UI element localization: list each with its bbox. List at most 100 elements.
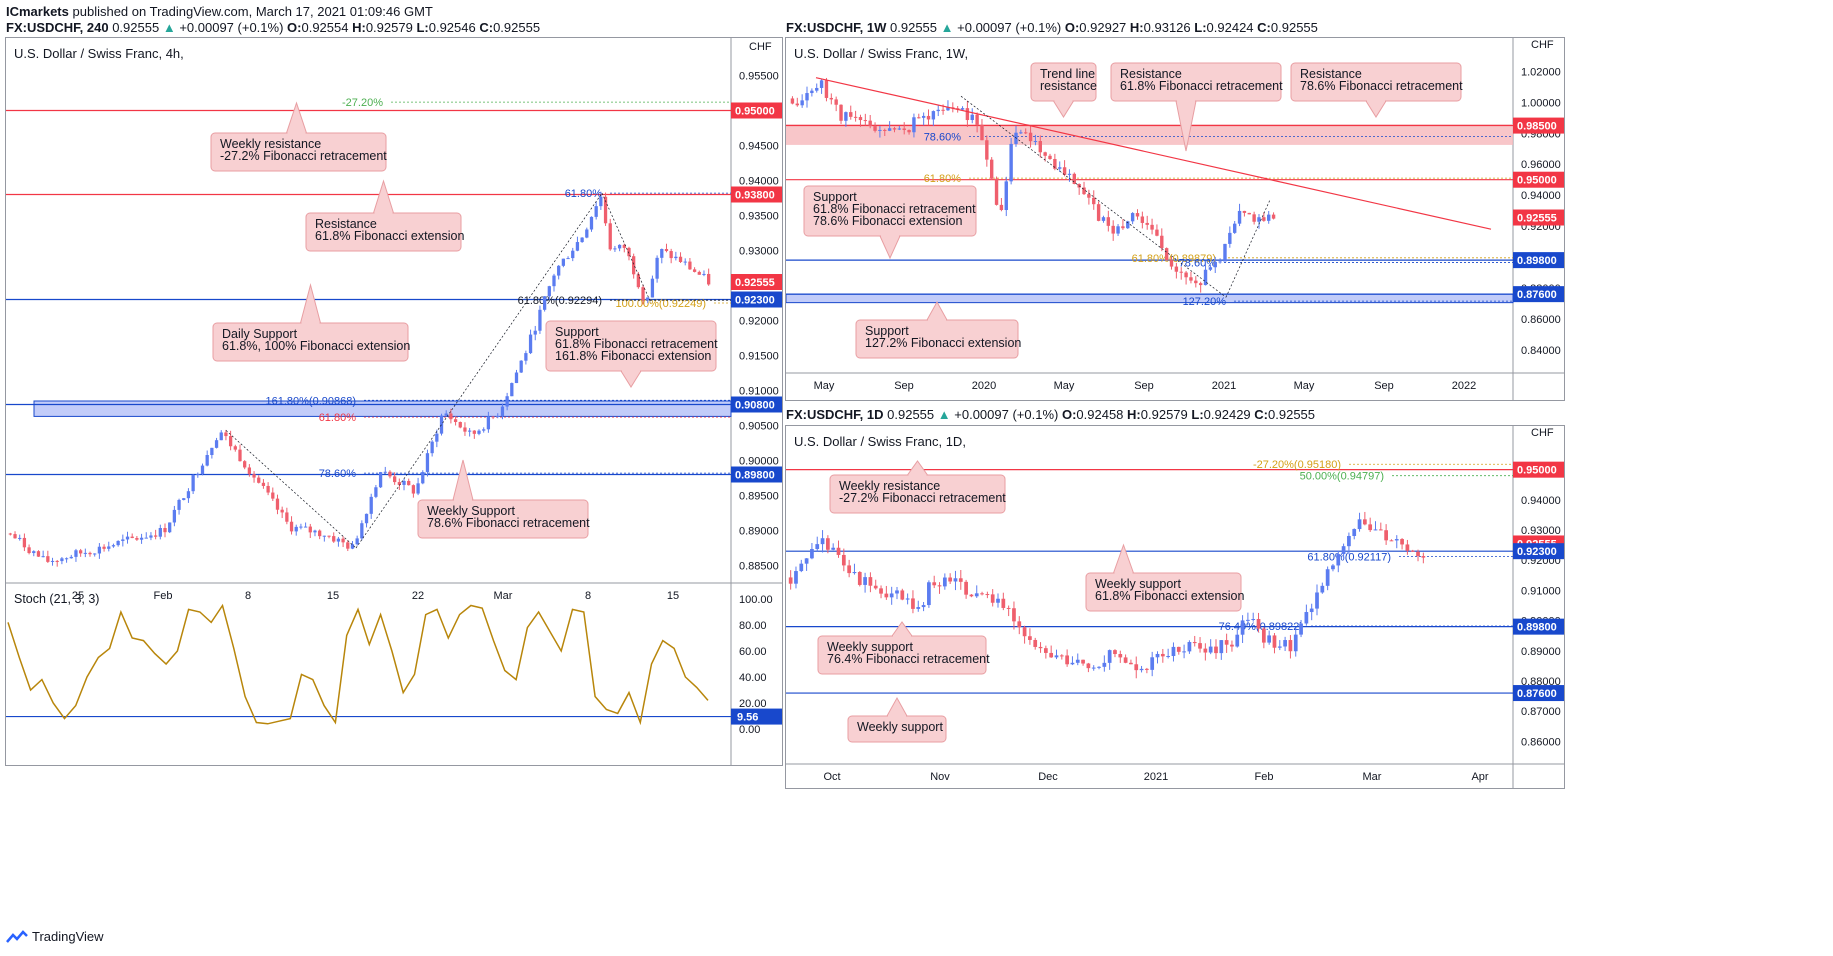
candle-body — [932, 582, 937, 586]
tradingview-logo-icon — [6, 929, 28, 943]
callout-join — [1367, 99, 1385, 102]
brand[interactable]: TradingView — [6, 929, 104, 944]
candle-body — [402, 480, 406, 485]
candle-body — [810, 549, 814, 559]
candle-body — [449, 413, 453, 420]
stoch-y-tick: 40.00 — [739, 672, 767, 684]
candle-body — [907, 130, 911, 133]
chart-1w-svg[interactable]: CHF1.020001.000000.980000.960000.940000.… — [786, 38, 1564, 400]
fib-label: 78.60% — [319, 468, 357, 480]
callout-pointer — [452, 459, 474, 501]
candle-body — [111, 545, 116, 547]
currency-label: CHF — [749, 41, 772, 53]
x-tick-label: Sep — [1134, 380, 1154, 392]
candle-body — [1228, 232, 1232, 244]
candle-body — [1145, 222, 1149, 225]
candle-body — [897, 128, 902, 130]
candle-body — [500, 406, 505, 416]
candle-body — [970, 114, 974, 121]
callout-text: 61.8% Fibonacci extension — [315, 229, 464, 243]
candle-body — [683, 261, 687, 263]
candle-body — [942, 577, 947, 587]
callout-text: 161.8% Fibonacci extension — [555, 349, 711, 363]
callout-pointer — [1052, 100, 1075, 118]
chart-1d-svg[interactable]: CHF0.940000.930000.920000.910000.900000.… — [786, 426, 1564, 788]
symbol-bar-w1: FX:USDCHF, 1W 0.92555 ▲ +0.00097 (+0.1%)… — [786, 20, 1318, 35]
candle-body — [463, 427, 467, 432]
candle-body — [941, 109, 945, 111]
candle-body — [1017, 621, 1022, 628]
candle-body — [575, 242, 580, 251]
fib-label: 61.80% — [319, 412, 357, 424]
price-label-bg — [1513, 685, 1564, 702]
candle-body — [74, 550, 78, 557]
candle-body — [1065, 655, 1069, 665]
candle-body — [1174, 266, 1179, 272]
candle-body — [46, 556, 50, 562]
price-label: 0.95000 — [1517, 175, 1557, 187]
candle-body — [936, 109, 940, 112]
chart-panel-1w[interactable]: CHF 1.02000 1.00000 0.98000 0.96000 0.94000 0.… — [785, 37, 1565, 401]
chart-panel-1d[interactable]: CHF0.940000.930000.920000.910000.900000.… — [785, 425, 1565, 789]
candle-body — [271, 492, 275, 499]
candle-body — [69, 556, 73, 559]
open: 0.92554 — [301, 20, 349, 35]
candle-body — [1218, 261, 1222, 263]
fib-label: -27.20% — [342, 97, 383, 109]
chart-4h-svg[interactable]: CHF 0.95500 0.95000 0.94500 0.94000 0.93500 0.… — [6, 38, 782, 765]
chart-panel-4h[interactable]: CHF 0.95500 0.95000 0.94500 0.94000 0.93500 0.… — [5, 37, 783, 766]
callout-join — [1054, 99, 1073, 102]
candle-body — [1219, 640, 1224, 654]
candle-body — [1048, 155, 1052, 159]
candle-body — [369, 496, 373, 514]
candle-body — [261, 482, 266, 486]
price-label-bg — [731, 186, 782, 203]
candle-body — [510, 383, 514, 397]
candle-body — [327, 535, 331, 537]
candle-body — [1400, 539, 1404, 545]
candle-body — [795, 103, 799, 106]
symbol-bar-d1: FX:USDCHF, 1D 0.92555 ▲ +0.00097 (+0.1%)… — [786, 407, 1316, 422]
candle-body — [841, 554, 846, 566]
candle-body — [1140, 216, 1145, 223]
candle-body — [149, 535, 153, 538]
candle-body — [1309, 608, 1314, 613]
candle-body — [1171, 646, 1176, 657]
candle-body — [912, 117, 916, 133]
candle-body — [1257, 217, 1261, 222]
candle-body — [996, 598, 1000, 603]
y-tick-label: 0.94000 — [1521, 495, 1561, 507]
candle-body — [1059, 655, 1064, 657]
fib-label: 78.60% — [1179, 257, 1217, 269]
candle-body — [1203, 648, 1208, 653]
candle-body — [411, 485, 416, 494]
candle-body — [125, 536, 130, 540]
publisher-line: ICmarkets published on TradingView.com, … — [6, 4, 433, 19]
x-tick-label: 2022 — [1452, 380, 1476, 392]
candle-body — [905, 598, 910, 600]
candle-body — [863, 120, 868, 122]
candle-body — [1150, 657, 1155, 670]
candle-body — [566, 258, 570, 260]
candle-body — [196, 474, 200, 476]
candle-body — [1176, 646, 1181, 652]
candle-body — [627, 247, 631, 257]
y-tick-label: 0.86000 — [1521, 736, 1561, 748]
candle-body — [853, 116, 858, 118]
candle-body — [439, 415, 444, 434]
candle-body — [799, 563, 804, 572]
x-tick-label: Nov — [930, 771, 950, 783]
callout-text: 61.8% Fibonacci retracement — [1120, 79, 1283, 93]
candle-body — [916, 607, 921, 609]
price-label: 0.89800 — [1517, 622, 1557, 634]
candle-body — [655, 257, 659, 279]
candle-body — [815, 87, 819, 91]
candle-body — [1288, 640, 1293, 652]
candle-body — [18, 537, 22, 539]
callout-text: Weekly resistance — [220, 137, 321, 151]
candle-body — [1252, 214, 1256, 222]
candle-body — [1421, 556, 1426, 558]
candle-body — [186, 491, 191, 499]
candle-body — [826, 538, 830, 550]
